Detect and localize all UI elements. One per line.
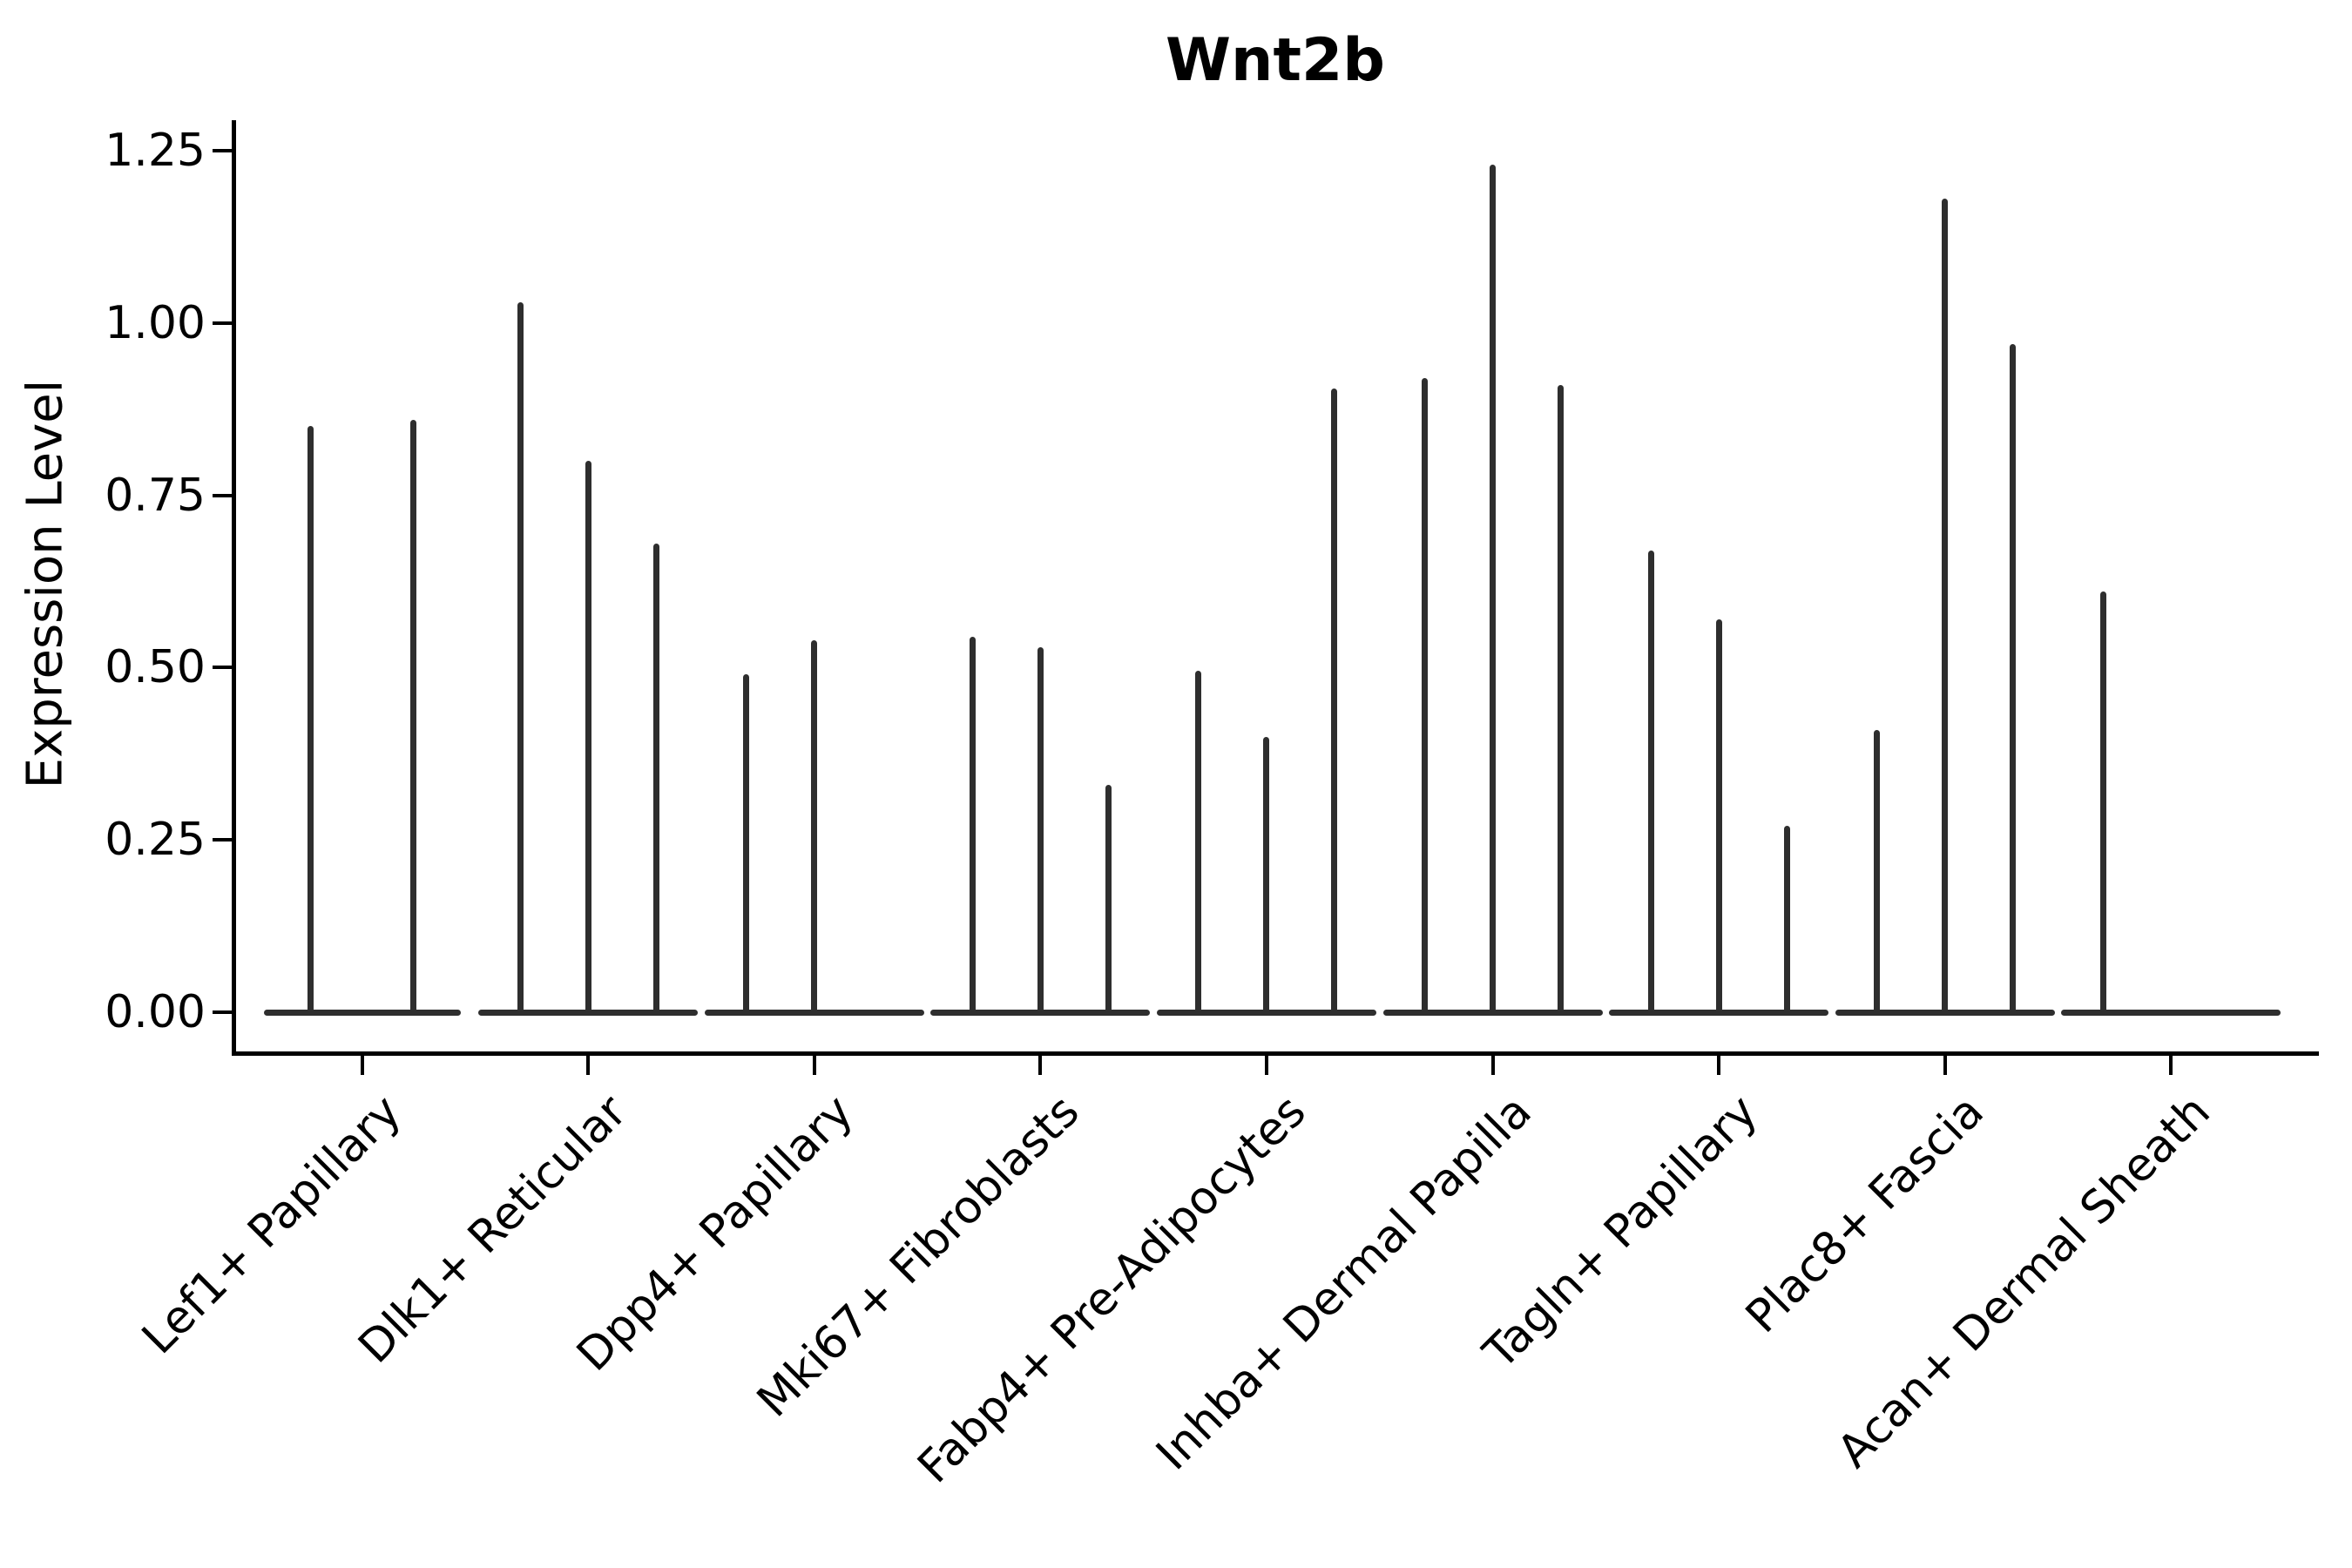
violin-spike <box>811 639 818 1015</box>
violin-spike <box>1195 671 1202 1015</box>
y-tick <box>213 493 232 497</box>
x-tick <box>812 1056 816 1075</box>
y-tick <box>213 838 232 842</box>
violin-spike <box>1942 199 1949 1015</box>
category-label: Plac8+ Fascia <box>1736 1085 1995 1343</box>
violin-spike <box>1037 646 1044 1015</box>
x-tick <box>586 1056 591 1075</box>
violin-spike <box>1331 388 1338 1015</box>
x-tick <box>1717 1056 1721 1075</box>
violin-spike <box>1647 550 1654 1015</box>
violin-spike <box>1263 736 1270 1015</box>
y-tick-label: 0.75 <box>105 469 206 522</box>
violin-baseline <box>2061 1009 2281 1016</box>
x-tick <box>360 1056 364 1075</box>
violin-spike <box>1558 385 1564 1015</box>
x-tick <box>1264 1056 1268 1075</box>
violin-spike <box>2010 343 2017 1015</box>
y-tick <box>213 149 232 152</box>
y-tick-label: 0.00 <box>105 986 206 1038</box>
category-label: Acan+ Dermal Sheath <box>1828 1085 2220 1478</box>
violin-spike <box>652 543 659 1015</box>
x-axis-spine <box>232 1051 2319 1056</box>
x-tick <box>1490 1056 1495 1075</box>
violin-spike <box>743 674 750 1015</box>
y-tick <box>213 666 232 670</box>
violin-spike <box>308 426 314 1015</box>
y-tick-label: 1.25 <box>105 125 206 177</box>
violin-spike <box>1783 826 1790 1015</box>
y-tick-label: 0.50 <box>105 641 206 694</box>
x-tick <box>1943 1056 1947 1075</box>
x-tick <box>2169 1056 2173 1075</box>
violin-spike <box>585 461 591 1015</box>
violin-spike <box>1422 378 1428 1015</box>
y-tick-label: 1.00 <box>105 296 206 349</box>
y-tick-label: 0.25 <box>105 814 206 867</box>
violin-baseline <box>263 1009 461 1016</box>
category-label: Fabp4+ Pre-Adipocytes <box>908 1085 1316 1494</box>
violin-spike <box>1490 164 1496 1015</box>
violin-spike <box>2099 591 2106 1015</box>
violin-spike <box>1105 784 1112 1015</box>
x-tick <box>1038 1056 1043 1075</box>
violin-spike <box>969 636 976 1015</box>
y-tick <box>213 321 232 325</box>
category-label: Inhba+ Dermal Papilla <box>1146 1085 1542 1481</box>
y-axis-spine <box>232 120 236 1056</box>
violin-spike <box>517 302 524 1015</box>
violin-spike <box>1715 619 1722 1015</box>
violin-spike <box>409 419 416 1015</box>
y-tick <box>213 1010 232 1014</box>
chart-title: Wnt2b <box>1166 26 1385 95</box>
violin-spike <box>1874 729 1881 1015</box>
